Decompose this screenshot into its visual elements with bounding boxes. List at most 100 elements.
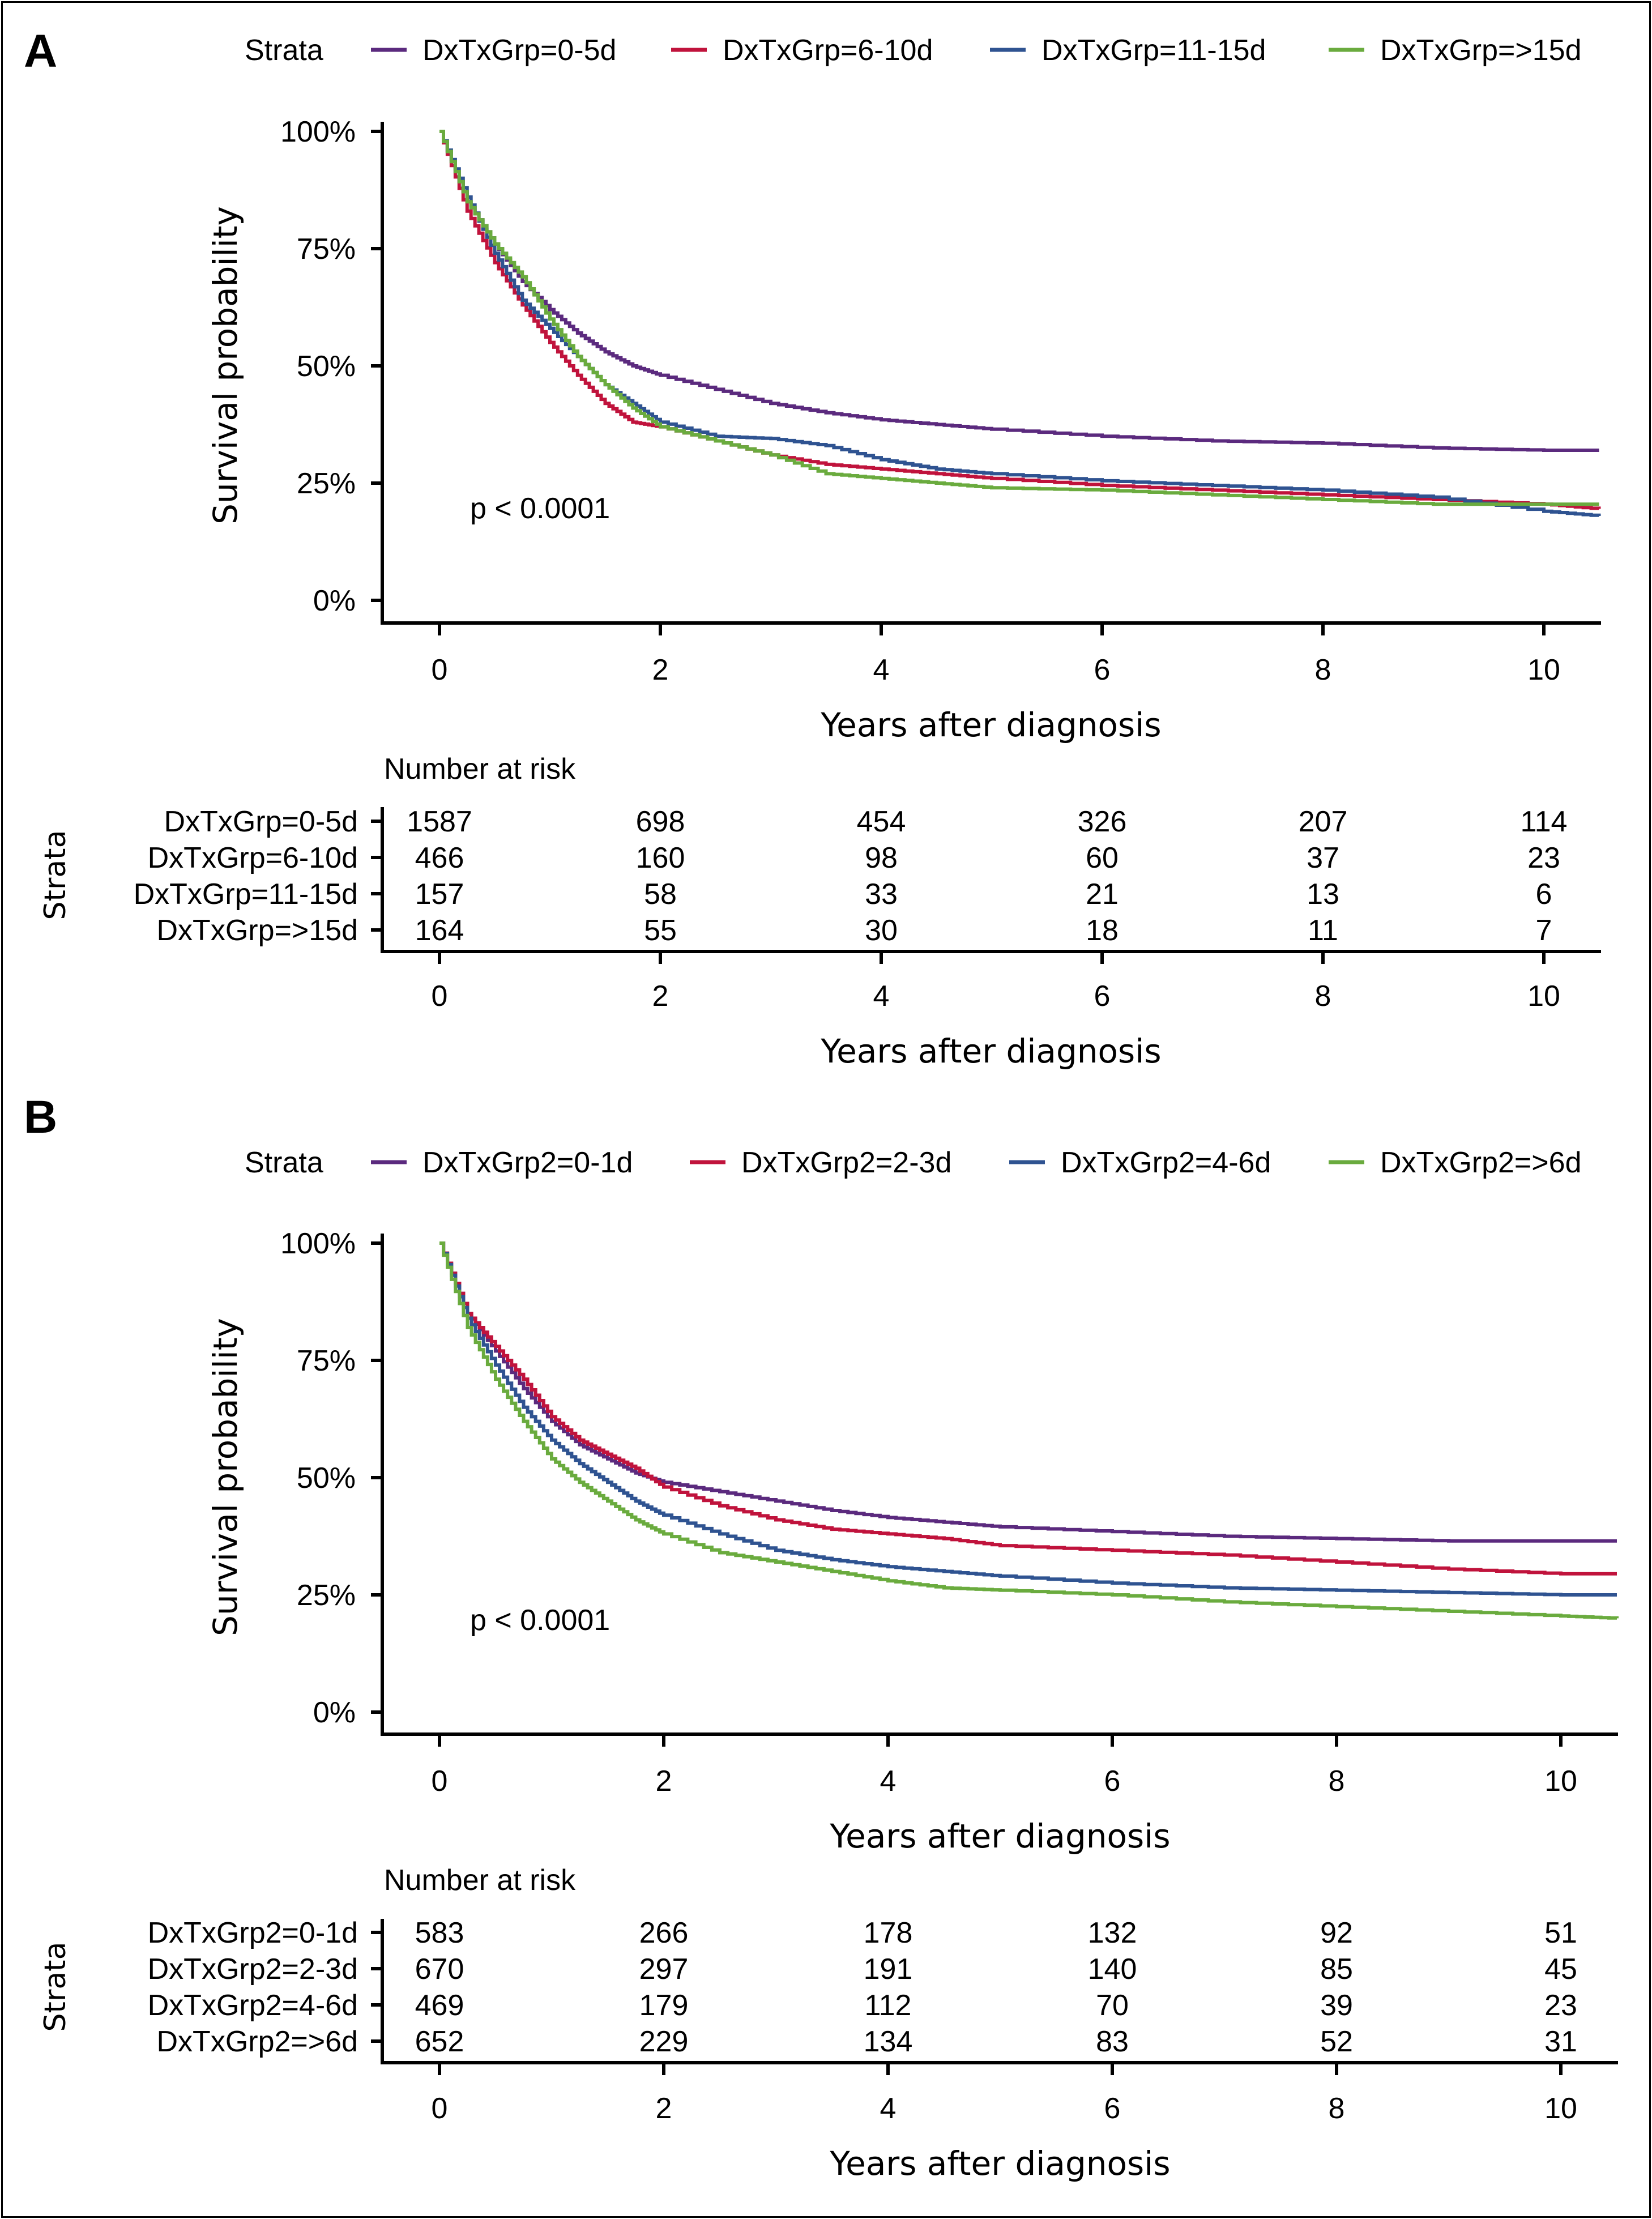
panel-a-risk-xtick-label-8: 8	[1315, 980, 1331, 1013]
panel-b-y-tick-labels: 100% 75% 50% 25% 0%	[280, 1227, 356, 1729]
panel-b-x-tick-labels: 0 2 4 6 8 10	[432, 1765, 1577, 1798]
panel-a-risk-axes	[371, 807, 1601, 964]
panel-a-risk-r0-c3: 326	[1078, 805, 1127, 838]
panel-b-curve-2	[439, 1241, 1617, 1597]
panel-b-risk-r1-c5: 45	[1544, 1953, 1577, 1986]
panel-a-risk-row-label-2: DxTxGrp=11-15d	[134, 878, 358, 911]
panel-a-risk-r2-c5: 6	[1536, 878, 1552, 911]
panel-a-x-axis-title: Years after diagnosis	[820, 706, 1161, 744]
panel-a-risk-row-label-3: DxTxGrp=>15d	[157, 914, 358, 947]
panel-b-risk-xtick-label-4: 4	[880, 2092, 897, 2125]
panel-b-risk-title: Number at risk	[384, 1864, 576, 1897]
panel-b-letter: B	[24, 1091, 57, 1143]
panel-a-xtick-label-0: 0	[432, 654, 448, 686]
panel-b-risk-r0-c0: 583	[415, 1917, 464, 1949]
panel-a-risk-title: Number at risk	[384, 753, 576, 786]
panel-b-curves	[439, 1241, 1619, 1620]
panel-b-risk-x-tick-labels: 0 2 4 6 8 10	[432, 2092, 1577, 2125]
panel-a-risk-r2-c2: 33	[865, 878, 898, 911]
panel-a-risk-r3-c2: 30	[865, 914, 898, 947]
panel-b: B Strata DxTxGrp2=0-1d DxTxGrp2=2-3d DxT…	[24, 1091, 1619, 2183]
panel-a-curves	[439, 130, 1601, 517]
panel-b-risk-xtick-label-10: 10	[1544, 2092, 1577, 2125]
panel-b-risk-row-label-3: DxTxGrp2=>6d	[157, 2025, 358, 2058]
panel-a-legend-title: Strata	[245, 34, 323, 67]
panel-b-risk-r1-c4: 85	[1320, 1953, 1353, 1986]
panel-a-curve-0	[439, 130, 1599, 452]
panel-a-risk-r2-c4: 13	[1307, 878, 1339, 911]
panel-b-risk-values: 583 266 178 132 92 51 670 297 191 140 85…	[415, 1917, 1577, 2058]
panel-a-curve-1	[439, 130, 1601, 510]
panel-b-axes	[371, 1234, 1618, 1747]
panel-b-risk-row-labels: DxTxGrp2=0-1d DxTxGrp2=2-3d DxTxGrp2=4-6…	[148, 1917, 358, 2058]
panel-a-x-tick-labels: 0 2 4 6 8 10	[432, 654, 1560, 686]
panel-b-risk-r0-c5: 51	[1544, 1917, 1577, 1949]
panel-a-risk-x-tick-labels: 0 2 4 6 8 10	[432, 980, 1560, 1013]
panel-b-xtick-label-10: 10	[1544, 1765, 1577, 1798]
panel-a-xtick-label-8: 8	[1315, 654, 1331, 686]
panel-b-y-axis-title: Survival probability	[206, 1318, 245, 1636]
panel-a-risk-row-label-0: DxTxGrp=0-5d	[164, 805, 358, 838]
panel-b-risk-row-label-2: DxTxGrp2=4-6d	[148, 1989, 358, 2022]
panel-b-pvalue: p < 0.0001	[470, 1604, 610, 1637]
panel-a-risk-r1-c3: 60	[1086, 842, 1119, 874]
panel-a-risk-r1-c5: 23	[1527, 842, 1560, 874]
panel-b-risk-r3-c1: 229	[639, 2025, 689, 2058]
panel-a-risk-strata-label: Strata	[39, 830, 72, 920]
panel-a-y-axis-title: Survival probability	[206, 206, 245, 524]
panel-a-risk-r0-c2: 454	[857, 805, 906, 838]
panel-b-risk-r2-c1: 179	[639, 1989, 689, 2022]
panel-b-legend-label-0: DxTxGrp2=0-1d	[422, 1146, 633, 1179]
panel-a-legend: Strata DxTxGrp=0-5d DxTxGrp=6-10d DxTxGr…	[245, 34, 1582, 67]
panel-a-risk-r0-c4: 207	[1299, 805, 1348, 838]
panel-a-ytick-label-50: 50%	[297, 350, 356, 383]
panel-b-xtick-label-6: 6	[1104, 1765, 1121, 1798]
panel-a-risk-r2-c1: 58	[644, 878, 677, 911]
panel-a-risk-xtick-label-4: 4	[873, 980, 890, 1013]
panel-b-ytick-label-0: 0%	[313, 1696, 356, 1729]
panel-a-xtick-label-6: 6	[1094, 654, 1111, 686]
panel-b-risk-xtick-label-6: 6	[1104, 2092, 1121, 2125]
panel-a-risk-x-axis-title: Years after diagnosis	[820, 1032, 1161, 1070]
panel-a-risk-r3-c0: 164	[415, 914, 464, 947]
panel-b-risk-r2-c0: 469	[415, 1989, 464, 2022]
panel-a-risk-r0-c5: 114	[1521, 805, 1568, 838]
panel-b-risk-r1-c2: 191	[864, 1953, 913, 1986]
panel-a-risk-r1-c0: 466	[415, 842, 464, 874]
panel-b-xtick-label-2: 2	[656, 1765, 672, 1798]
panel-a-risk-xtick-label-0: 0	[432, 980, 448, 1013]
panel-b-legend-label-1: DxTxGrp2=2-3d	[741, 1146, 951, 1179]
panel-b-risk-strata-label: Strata	[39, 1942, 72, 2032]
panel-a-risk-r3-c4: 11	[1308, 914, 1338, 947]
panel-b-risk-xtick-label-0: 0	[432, 2092, 448, 2125]
panel-a-risk-r1-c2: 98	[865, 842, 898, 874]
panel-a-ytick-label-25: 25%	[297, 467, 356, 500]
panel-b-xtick-label-0: 0	[432, 1765, 448, 1798]
panel-b-xtick-label-4: 4	[880, 1765, 897, 1798]
panel-a-ytick-label-0: 0%	[313, 584, 356, 617]
panel-b-risk-x-axis-title: Years after diagnosis	[829, 2144, 1170, 2183]
panel-b-curve-1	[439, 1241, 1617, 1576]
panel-a-legend-label-0: DxTxGrp=0-5d	[422, 34, 616, 67]
panel-b-risk-row-label-0: DxTxGrp2=0-1d	[148, 1917, 358, 1949]
panel-b-legend-label-3: DxTxGrp2=>6d	[1380, 1146, 1582, 1179]
panel-b-legend-title: Strata	[245, 1146, 323, 1179]
panel-b-xtick-label-8: 8	[1329, 1765, 1345, 1798]
panel-a-risk-xtick-label-10: 10	[1527, 980, 1560, 1013]
panel-a-legend-label-2: DxTxGrp=11-15d	[1041, 34, 1266, 67]
panel-a-risk-r0-c0: 1587	[407, 805, 472, 838]
panel-a-risk-xtick-label-2: 2	[652, 980, 669, 1013]
panel-b-risk-r1-c1: 297	[639, 1953, 689, 1986]
panel-b-risk-r3-c3: 83	[1096, 2025, 1129, 2058]
panel-b-risk-r2-c3: 70	[1096, 1989, 1129, 2022]
panel-b-x-axis-title: Years after diagnosis	[829, 1817, 1170, 1855]
panel-b-risk-r2-c2: 112	[865, 1989, 912, 2022]
panel-b-risk-axes	[371, 1919, 1618, 2075]
panel-a-risk-r2-c3: 21	[1086, 878, 1119, 911]
panel-b-risk-r0-c3: 132	[1088, 1917, 1137, 1949]
panel-a-xtick-label-4: 4	[873, 654, 890, 686]
panel-b-ytick-label-100: 100%	[280, 1227, 356, 1260]
panel-b-legend-label-2: DxTxGrp2=4-6d	[1061, 1146, 1271, 1179]
panel-b-ytick-label-75: 75%	[297, 1345, 356, 1377]
